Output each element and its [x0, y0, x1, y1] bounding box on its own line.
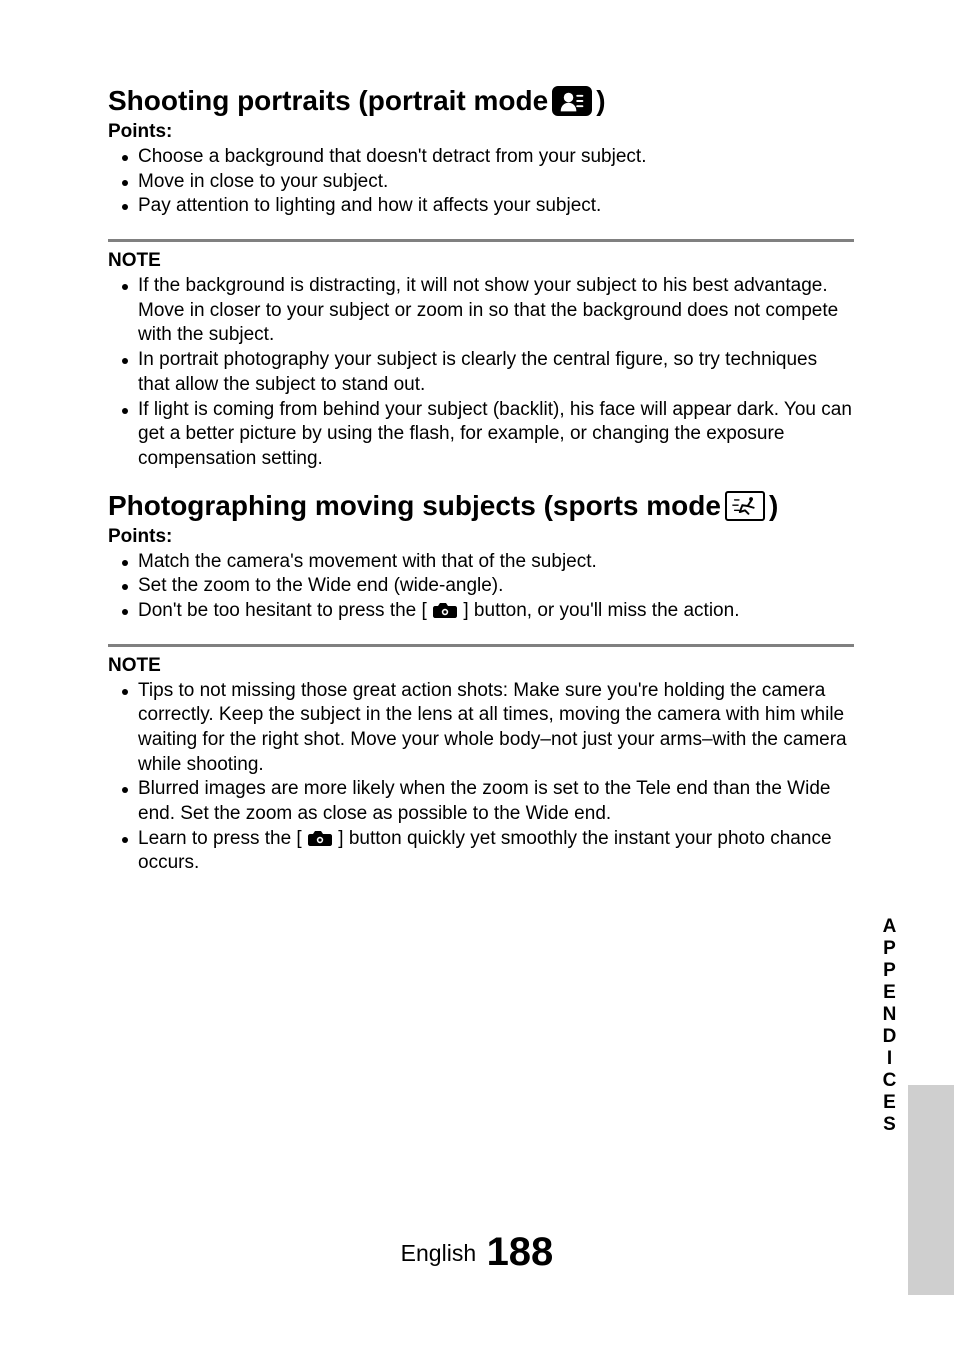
list-item: Move in close to your subject.: [122, 170, 854, 195]
section1-note-list: If the background is distracting, it wil…: [122, 274, 854, 472]
page-container: Shooting portraits (portrait mode ) Poin…: [0, 0, 954, 1345]
camera-icon: [432, 600, 458, 621]
side-section-label: APPENDICES: [878, 916, 900, 1136]
footer-language: English: [401, 1240, 476, 1266]
section2-heading: Photographing moving subjects (sports mo…: [108, 490, 854, 522]
divider: [108, 239, 854, 242]
section2-note-list: Tips to not missing those great action s…: [122, 679, 854, 877]
note-cam-pre: Learn to press the [: [138, 828, 307, 849]
list-item: If the background is distracting, it wil…: [122, 274, 854, 348]
section1-heading: Shooting portraits (portrait mode ): [108, 85, 854, 117]
section1-points-label: Points:: [108, 121, 854, 143]
section2-points-list: Match the camera's movement with that of…: [122, 550, 854, 624]
divider: [108, 644, 854, 647]
camera-icon: [307, 828, 333, 849]
list-item: Blurred images are more likely when the …: [122, 777, 854, 826]
footer-page-number: 188: [487, 1230, 554, 1274]
list-item: Pay attention to lighting and how it aff…: [122, 194, 854, 219]
section2-heading-post: ): [769, 490, 778, 522]
list-item: Match the camera's movement with that of…: [122, 550, 854, 575]
list-item: Don't be too hesitant to press the [ ] b…: [122, 599, 854, 624]
section1-heading-post: ): [596, 85, 605, 117]
page-footer: English 188: [0, 1230, 954, 1275]
section2-note-label: NOTE: [108, 655, 854, 677]
section2-heading-pre: Photographing moving subjects (sports mo…: [108, 490, 721, 522]
bullet-cam-post: ] button, or you'll miss the action.: [458, 600, 739, 621]
list-item: Set the zoom to the Wide end (wide-angle…: [122, 574, 854, 599]
list-item: Choose a background that doesn't detract…: [122, 145, 854, 170]
list-item: In portrait photography your subject is …: [122, 348, 854, 397]
portrait-mode-icon: [552, 86, 592, 116]
section1-note-label: NOTE: [108, 250, 854, 272]
section1-points-list: Choose a background that doesn't detract…: [122, 145, 854, 219]
sports-mode-icon: [725, 491, 765, 521]
list-item: Tips to not missing those great action s…: [122, 679, 854, 778]
section2-points-label: Points:: [108, 526, 854, 548]
section1-heading-pre: Shooting portraits (portrait mode: [108, 85, 548, 117]
list-item: If light is coming from behind your subj…: [122, 398, 854, 472]
bullet-cam-pre: Don't be too hesitant to press the [: [138, 600, 432, 621]
list-item: Learn to press the [ ] button quickly ye…: [122, 827, 854, 876]
